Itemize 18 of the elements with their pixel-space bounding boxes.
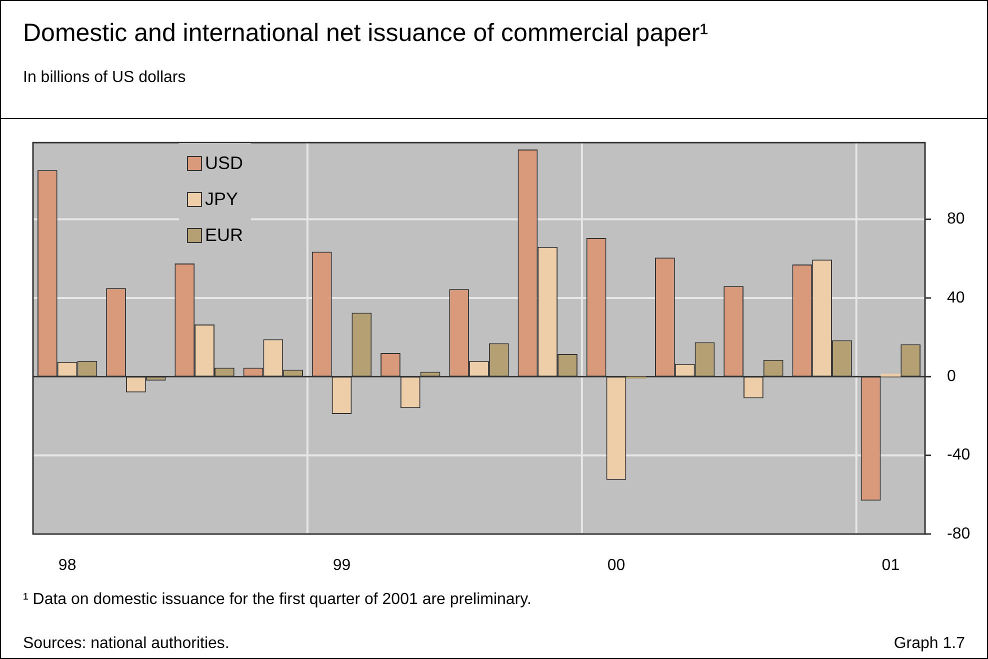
source-note: Sources: national authorities. xyxy=(23,635,230,653)
y-tick-label: 40 xyxy=(947,289,965,306)
x-tick-label: 99 xyxy=(332,557,351,574)
chart-subtitle: In billions of US dollars xyxy=(23,69,186,87)
chart-title: Domestic and international net issuance of commercial paper¹ xyxy=(23,19,708,48)
x-tick-label: 01 xyxy=(882,557,900,574)
legend-label: USD xyxy=(205,152,244,174)
y-tick-label: -40 xyxy=(947,446,970,464)
legend-label: EUR xyxy=(205,224,244,246)
x-tick-label: 00 xyxy=(607,557,626,574)
y-tick-label: 0 xyxy=(947,368,956,386)
bar xyxy=(880,374,901,377)
legend-label: JPY xyxy=(205,188,238,210)
text: ¹ Data on domestic issuance for the first quarter of 2001 are preliminary. xyxy=(23,591,532,609)
caption: Graph 1.7 xyxy=(894,635,965,653)
y-tick-label: -80 xyxy=(947,525,970,542)
y-tick-label: 80 xyxy=(947,210,965,228)
x-tick-label: 98 xyxy=(58,557,76,574)
